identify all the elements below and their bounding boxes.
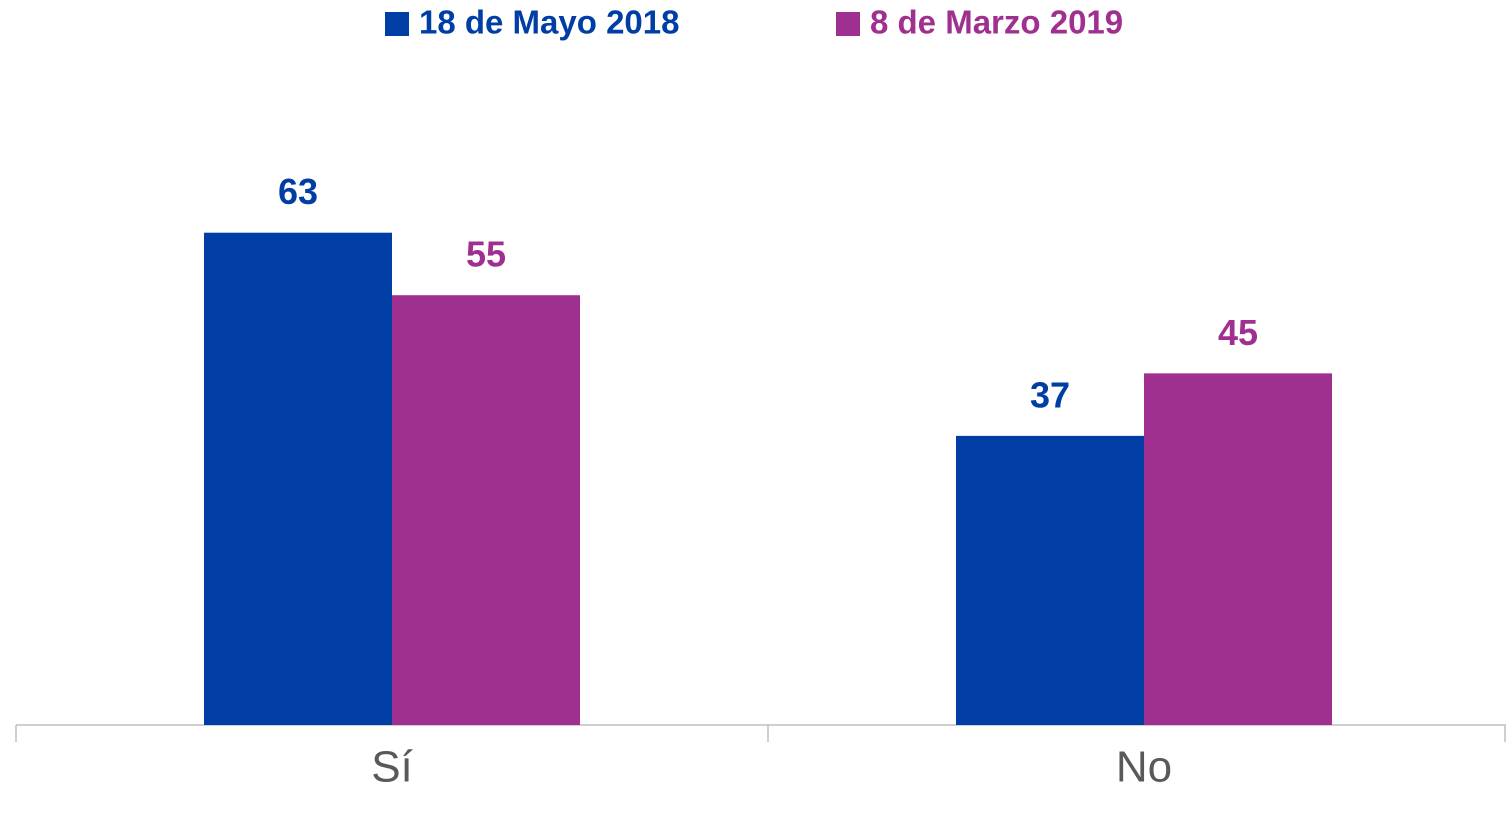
x-tick-label: No — [1116, 743, 1172, 792]
data-label: 45 — [1218, 312, 1258, 353]
data-label: 55 — [466, 234, 506, 275]
bar — [956, 435, 1144, 725]
legend-label: 8 de Marzo 2019 — [870, 4, 1123, 41]
data-label: 63 — [278, 171, 318, 212]
bar — [204, 232, 392, 725]
legend-swatch — [836, 12, 860, 36]
x-tick-label: Sí — [371, 743, 413, 792]
legend-label: 18 de Mayo 2018 — [419, 4, 680, 41]
data-label: 37 — [1030, 374, 1070, 415]
legend-swatch — [385, 12, 409, 36]
bar — [1144, 373, 1332, 725]
bar — [392, 295, 580, 725]
